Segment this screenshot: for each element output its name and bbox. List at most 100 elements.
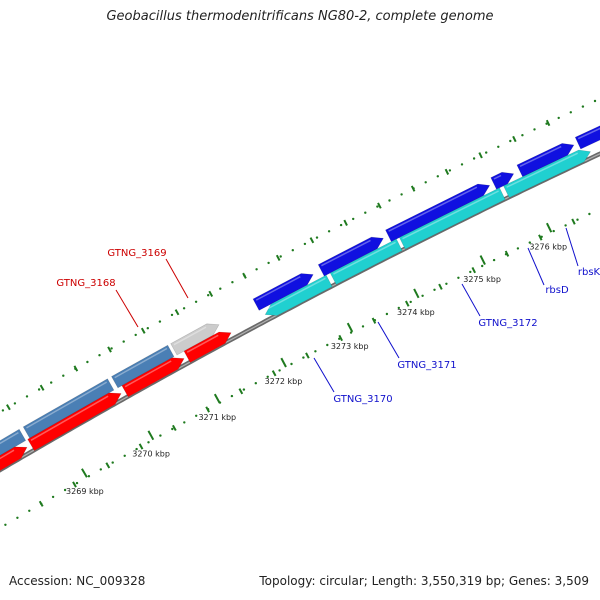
outer-guide-dot	[521, 134, 524, 137]
gene-feature-cyan	[503, 149, 591, 198]
inner-guide-dot	[409, 300, 412, 304]
outer-minor-tick	[438, 283, 443, 290]
inner-guide-dot	[4, 523, 7, 526]
inner-guide-dot	[552, 229, 555, 233]
outer-guide-dot	[364, 211, 367, 214]
inner-minor-tick	[478, 152, 483, 159]
inner-guide-dot	[433, 288, 436, 291]
inner-guide-dot	[302, 356, 305, 359]
outer-guide-dot	[279, 255, 282, 258]
outer-minor-tick	[305, 352, 310, 359]
inner-minor-tick	[73, 365, 79, 372]
gene-label: rbsD	[545, 285, 569, 296]
inner-guide-dot	[385, 312, 389, 316]
outer-guide-dot	[388, 199, 391, 202]
outer-guide-dot	[194, 300, 198, 303]
inner-guide-dot	[123, 454, 126, 457]
outer-guide-dot	[509, 139, 512, 143]
kbp-tick-mark	[346, 322, 354, 333]
outer-guide-dot	[436, 175, 439, 178]
outer-guide-dot	[98, 354, 101, 357]
inner-guide-dot	[87, 475, 91, 478]
gene-feature-blue	[490, 171, 515, 190]
tick-label: 3272 kbp	[265, 377, 303, 386]
gene-feature-gray	[170, 323, 220, 356]
gene-label-leader	[313, 357, 335, 393]
outer-guide-dot	[327, 230, 331, 233]
outer-minor-tick	[338, 334, 343, 342]
gene-label-leader	[115, 289, 139, 328]
gene-label-leader	[377, 321, 400, 359]
gene-features	[0, 125, 600, 471]
kbp-tick-mark	[147, 430, 155, 441]
map-title: Geobacillus thermodenitrificans NG80-2, …	[106, 9, 494, 24]
outer-guide-dot	[134, 333, 137, 337]
gene-feature-red	[121, 357, 185, 398]
tick-label: 3275 kbp	[463, 275, 501, 284]
inner-minor-tick	[444, 168, 450, 175]
gene-feature-steelblue-shine	[0, 431, 19, 445]
outer-guide-dot	[158, 320, 162, 323]
outer-guide-dot	[424, 181, 427, 184]
gene-feature-steelblue	[22, 378, 115, 439]
inner-minor-tick	[512, 135, 517, 143]
outer-guide-dot	[25, 395, 29, 398]
inner-guide-dot	[469, 270, 472, 274]
inner-guide-dot	[135, 447, 138, 451]
inner-minor-tick	[242, 272, 247, 279]
inner-guide-dot	[361, 325, 365, 328]
inner-minor-tick	[275, 254, 281, 261]
accession-text: Accession: NC_009328	[9, 574, 146, 588]
inner-guide-dot	[75, 481, 79, 485]
inner-minor-tick	[39, 384, 45, 391]
inner-guide-dot	[254, 382, 257, 385]
outer-guide-dot	[533, 128, 536, 131]
gene-feature-blue	[516, 143, 575, 178]
outer-minor-tick	[172, 424, 177, 431]
inner-guide-dot	[51, 495, 55, 499]
gene-feature-red	[27, 392, 122, 452]
tick-label: 3271 kbp	[198, 413, 236, 422]
outer-minor-tick	[571, 218, 576, 225]
outer-guide-dot	[557, 116, 560, 120]
outer-guide-dot	[62, 374, 65, 377]
gene-feature-red	[0, 446, 28, 471]
outer-guide-dot	[352, 217, 355, 221]
gene-feature-cyan-shine	[333, 241, 396, 275]
outer-guide-dot	[219, 287, 222, 290]
gene-feature-steelblue-shine	[26, 381, 108, 429]
inner-guide-dot	[183, 421, 186, 424]
outer-guide-dot	[50, 381, 53, 384]
gene-feature-red-shine	[124, 360, 172, 388]
scale-ticks: 3269 kbp 3270 kbp 3271 kbp 3272 kbp 3273 kbp…	[6, 119, 576, 507]
gene-feature-red	[183, 331, 232, 363]
outer-guide-dot	[460, 163, 464, 166]
outer-guide-dot	[291, 249, 294, 252]
gene-label: GTNG_3169	[107, 248, 166, 259]
inner-guide-dot	[516, 247, 520, 250]
tick-label: 3269 kbp	[66, 487, 104, 496]
inner-minor-tick	[309, 237, 315, 244]
outer-guide-dot	[569, 111, 572, 114]
inner-guide-dot	[147, 441, 150, 444]
inner-guide-dot	[99, 468, 103, 471]
gene-feature-cyan-shine	[402, 190, 499, 240]
tick-label: 3273 kbp	[331, 342, 369, 351]
inner-guide-dot	[195, 414, 198, 417]
gene-label: rbsK	[578, 267, 600, 278]
inner-guide-dot	[445, 282, 448, 285]
gene-feature-blue	[317, 236, 384, 277]
outer-minor-tick	[371, 317, 377, 324]
gene-feature-cyan	[264, 274, 333, 316]
outer-guide-dot	[110, 347, 113, 350]
outer-guide-dot	[376, 205, 379, 208]
gene-feature-blue-shine	[493, 174, 502, 180]
kbp-tick-mark	[413, 288, 420, 299]
inner-guide-dot	[63, 488, 67, 492]
gene-label-leader	[461, 283, 481, 317]
gene-feature-blue-shine	[519, 145, 562, 167]
inner-guide-dot	[326, 343, 329, 347]
inner-guide-dot	[230, 394, 234, 398]
gene-feature-red-shine	[30, 395, 109, 441]
inner-guide-dot	[421, 294, 424, 297]
